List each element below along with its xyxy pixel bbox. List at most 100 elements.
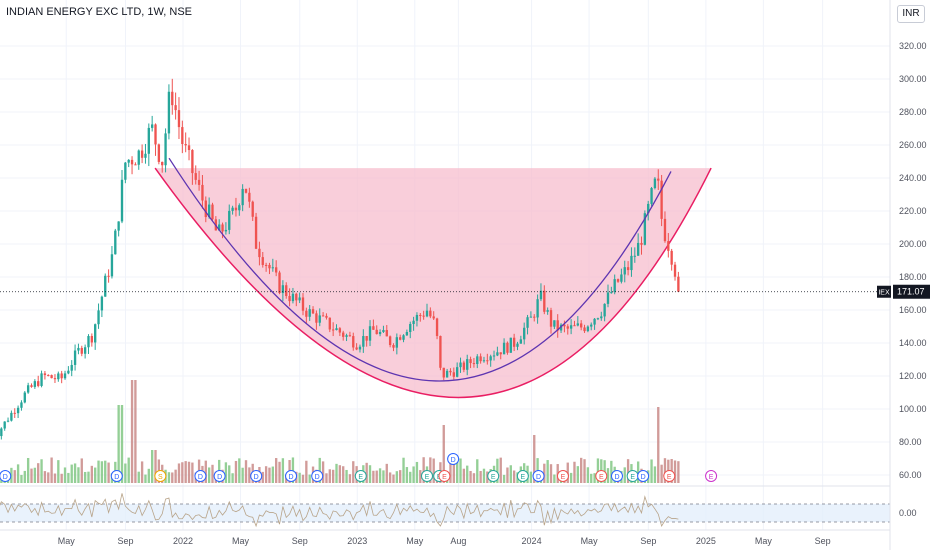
volume-bar bbox=[412, 466, 415, 483]
event-marker-label: D bbox=[536, 474, 541, 481]
symbol-tag bbox=[877, 285, 891, 298]
candle-body bbox=[342, 332, 345, 337]
volume-bar bbox=[137, 471, 140, 483]
candle-body bbox=[140, 150, 144, 158]
volume-bar bbox=[583, 459, 586, 483]
event-marker-label: E bbox=[358, 474, 363, 481]
cup-fill bbox=[155, 168, 712, 398]
event-marker-label: D bbox=[254, 474, 259, 481]
candle-body bbox=[462, 362, 466, 370]
x-tick-label: May bbox=[755, 536, 773, 546]
volume-bar bbox=[593, 473, 596, 483]
event-marker-label: E bbox=[599, 474, 604, 481]
candle-body bbox=[20, 402, 23, 408]
candle-body bbox=[653, 178, 657, 189]
rsi-axis-label: 0.00 bbox=[899, 508, 917, 518]
volume-bar bbox=[167, 472, 171, 483]
candle-body bbox=[405, 332, 409, 336]
volume-bar bbox=[147, 468, 150, 483]
volume-bar bbox=[264, 466, 268, 483]
candle-body bbox=[533, 316, 536, 318]
volume-bar bbox=[466, 465, 469, 483]
currency-selector[interactable]: INR bbox=[897, 5, 925, 23]
volume-bar bbox=[244, 460, 248, 483]
candle-body bbox=[164, 133, 167, 166]
candle-body bbox=[590, 324, 593, 327]
candle-body bbox=[171, 91, 174, 106]
volume-bar bbox=[184, 461, 187, 483]
volume-bar bbox=[321, 461, 325, 483]
candle-body bbox=[298, 297, 301, 301]
y-tick-label: 140.00 bbox=[899, 338, 927, 348]
volume-bar bbox=[399, 470, 402, 483]
event-marker-floating bbox=[447, 453, 460, 465]
y-tick-label: 300.00 bbox=[899, 74, 927, 84]
volume-bar bbox=[586, 467, 590, 483]
candle-body bbox=[107, 275, 110, 277]
volume-bar bbox=[502, 474, 506, 483]
candle-body bbox=[543, 290, 546, 312]
volume-bar bbox=[298, 472, 301, 483]
candle-body bbox=[412, 320, 415, 325]
candle-body bbox=[429, 310, 432, 317]
candle-body bbox=[90, 336, 94, 343]
price-tag bbox=[893, 284, 930, 299]
volume-bar bbox=[171, 472, 174, 483]
event-marker bbox=[663, 470, 676, 482]
volume-bar bbox=[385, 463, 388, 483]
event-marker-label: D bbox=[198, 474, 203, 481]
candle-body bbox=[335, 328, 338, 331]
candle-body bbox=[372, 326, 375, 330]
volume-bar bbox=[388, 472, 392, 483]
candle-body bbox=[506, 342, 509, 353]
event-marker bbox=[610, 470, 623, 482]
candle-body bbox=[445, 370, 449, 378]
volume-bar bbox=[455, 461, 459, 483]
event-marker-label: D bbox=[114, 474, 119, 481]
candle-body bbox=[288, 296, 291, 302]
volume-bar bbox=[53, 473, 57, 483]
candle-body bbox=[258, 248, 261, 258]
volume-bar bbox=[60, 473, 63, 483]
candle-body bbox=[53, 378, 57, 380]
event-marker bbox=[421, 470, 433, 482]
candle-body bbox=[221, 224, 224, 232]
candle-body bbox=[573, 325, 576, 327]
volume-bar bbox=[50, 457, 53, 483]
volume-bar bbox=[432, 458, 435, 483]
candle-body bbox=[73, 350, 77, 365]
event-marker-label: D bbox=[217, 474, 222, 481]
x-tick-label: Sep bbox=[815, 536, 831, 546]
volume-bar bbox=[415, 461, 419, 483]
candle-body bbox=[234, 207, 238, 211]
candle-body bbox=[569, 325, 573, 329]
event-marker bbox=[532, 470, 545, 482]
volume-bar bbox=[224, 462, 228, 483]
candle-body bbox=[476, 356, 479, 364]
candle-body bbox=[616, 279, 620, 282]
y-tick-label: 220.00 bbox=[899, 206, 927, 216]
volume-bar bbox=[529, 471, 533, 483]
candle-body bbox=[207, 204, 211, 218]
candle-body bbox=[580, 323, 583, 328]
volume-bar bbox=[549, 464, 553, 483]
candle-body bbox=[409, 324, 412, 333]
event-marker-label: E bbox=[521, 474, 526, 481]
volume-bar bbox=[650, 459, 653, 483]
candle-body bbox=[385, 330, 388, 337]
volume-bar bbox=[97, 460, 100, 483]
volume-bar bbox=[573, 461, 576, 483]
event-marker-label: E bbox=[491, 474, 496, 481]
candle-body bbox=[432, 316, 435, 319]
x-tick-label: May bbox=[232, 536, 250, 546]
y-tick-label: 200.00 bbox=[899, 239, 927, 249]
candle-body bbox=[26, 385, 30, 393]
candle-body bbox=[556, 320, 559, 331]
event-marker bbox=[637, 470, 650, 482]
volume-bar bbox=[576, 466, 579, 483]
candle-body bbox=[204, 200, 207, 218]
x-tick-label: 2025 bbox=[696, 536, 716, 546]
volume-bar bbox=[331, 469, 335, 483]
volume-bar bbox=[37, 463, 40, 483]
volume-bar bbox=[509, 465, 512, 483]
